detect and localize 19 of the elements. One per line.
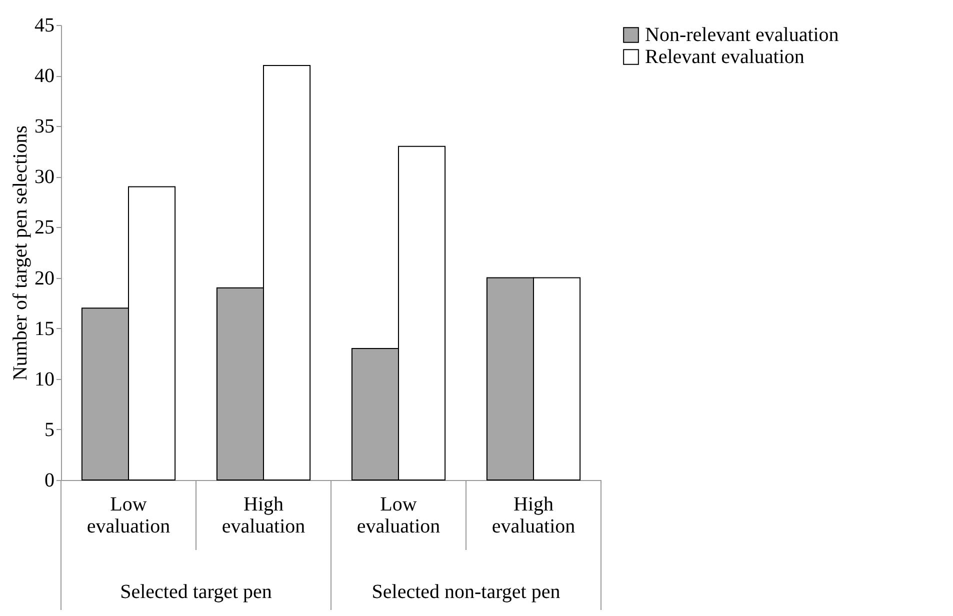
y-tick-label: 40 [34, 65, 54, 88]
legend-label: Relevant evaluation [645, 46, 804, 68]
y-tick-label: 35 [34, 116, 54, 138]
y-tick-label: 15 [34, 318, 54, 340]
x-tick-label: High evaluation [222, 494, 306, 538]
y-axis-title: Number of target pen selections [10, 125, 32, 381]
x-tick-label: High evaluation [492, 494, 576, 538]
text: Selected non-target pen [372, 581, 560, 603]
x-tick-label: Low evaluation [86, 494, 170, 538]
y-tick-label: 10 [34, 368, 54, 390]
y-tick-label: 45 [34, 14, 54, 36]
y-tick-label: 20 [34, 267, 54, 290]
legend-label: Non-relevant evaluation [645, 24, 839, 46]
x-tick-label: Low evaluation [356, 494, 440, 538]
y-tick-label: 30 [34, 166, 54, 188]
y-tick-label: 25 [34, 216, 54, 239]
text: Selected target pen [120, 581, 272, 603]
y-tick-label: 0 [44, 470, 54, 492]
y-tick-label: 5 [44, 418, 54, 441]
